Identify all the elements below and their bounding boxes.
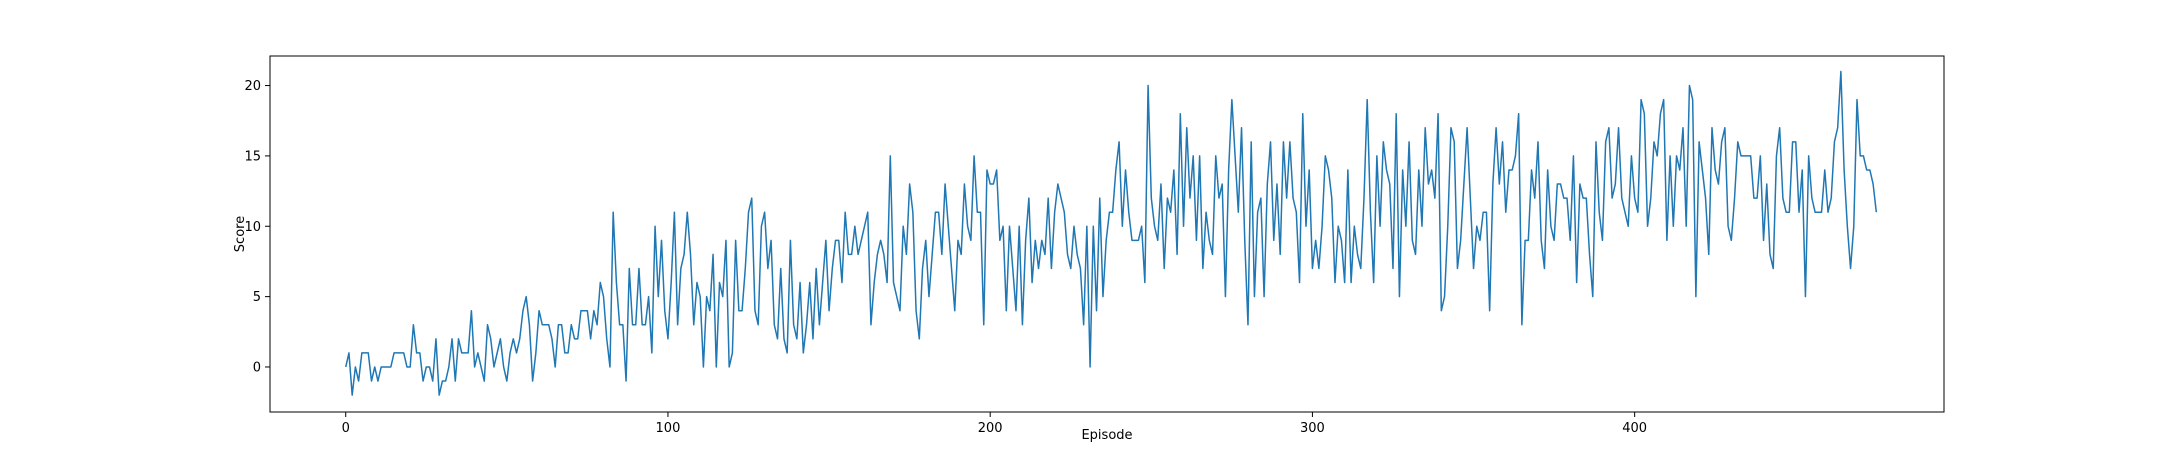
x-tick-label: 200 <box>978 421 1003 436</box>
y-tick-label: 10 <box>244 220 261 235</box>
y-tick-label: 5 <box>253 290 261 305</box>
plot-frame <box>269 55 1945 413</box>
x-tick-label: 400 <box>1622 421 1647 436</box>
y-tick-label: 15 <box>244 149 261 164</box>
x-tick-label: 300 <box>1300 421 1325 436</box>
y-tick-label: 0 <box>253 360 261 375</box>
x-tick-label: 100 <box>656 421 681 436</box>
x-axis-label: Episode <box>1081 428 1132 443</box>
y-axis-label: Score <box>233 216 248 252</box>
y-tick-label: 20 <box>244 79 261 94</box>
x-tick-label: 0 <box>342 421 350 436</box>
chart-marks: 0 100 200 300 400 0 5 10 15 20 <box>244 70 1878 436</box>
score-series-line <box>344 70 1878 396</box>
